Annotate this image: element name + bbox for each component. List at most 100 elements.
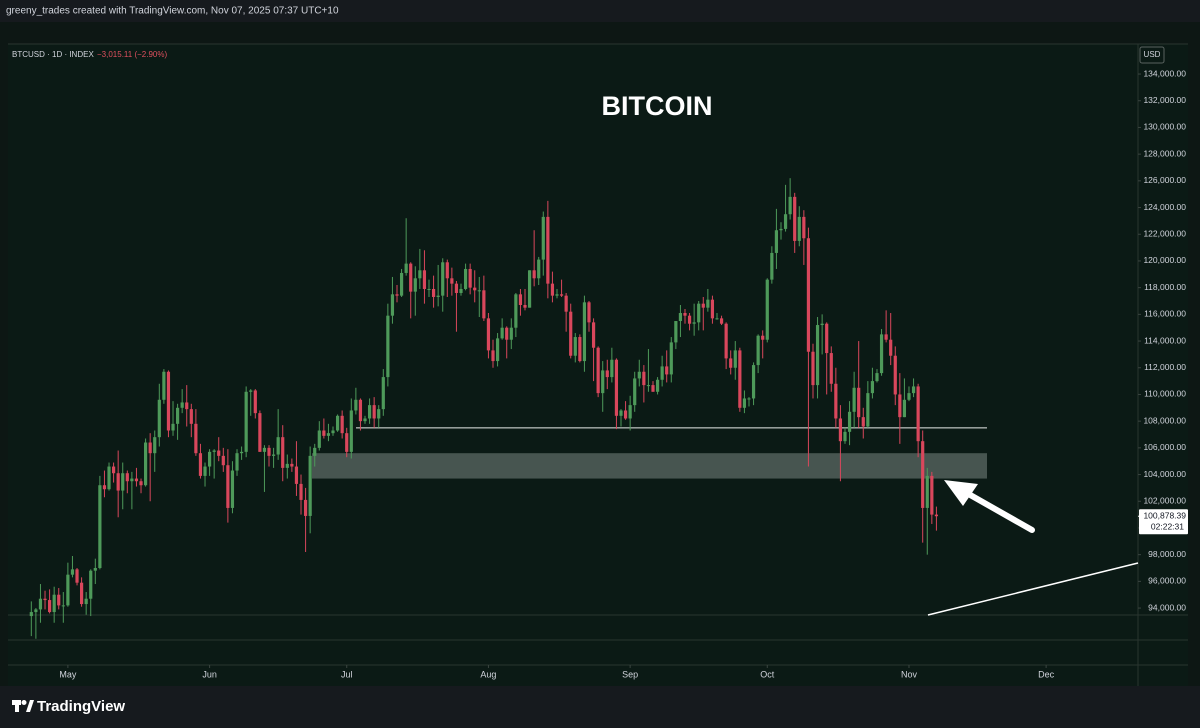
candle-body [61,605,65,607]
candle-body [628,405,632,419]
candle-body [84,598,88,605]
candle-body [166,371,171,431]
candle-body [619,410,623,416]
candle-body [518,294,523,306]
candle-body [733,350,737,368]
currency-box[interactable] [1139,46,1165,64]
candle-body [687,315,692,324]
candle-body [358,399,363,422]
candle-body [70,569,75,575]
candle-body [322,430,326,436]
x-tick-label: Sep [622,669,638,679]
candle-body [605,370,609,378]
candle-body [331,430,335,434]
x-tick-label: Jul [341,669,353,679]
candle-body [294,466,299,484]
y-tick-label: 126,000.00 [1143,175,1186,185]
candle-body [212,450,216,452]
candle-body [377,409,381,419]
candle-body [710,299,715,319]
candle-body [706,299,710,308]
plot [29,178,987,639]
candle-body [587,302,591,323]
y-tick-label: 106,000.00 [1143,442,1186,452]
candle-body [532,270,536,279]
candle-body [203,466,207,476]
candle-body [276,437,280,455]
candle-body [847,411,852,432]
candle-body [413,278,417,292]
candle-body [29,612,33,617]
candle-body [303,499,308,516]
candle-body [281,437,285,468]
candle-body [669,342,673,375]
symbol: BTCUSD · 1D · INDEX [12,50,94,59]
candle-body [102,485,107,490]
candle-body [381,377,385,410]
candle-body [89,570,93,599]
candle-body [116,473,120,491]
candle-body [564,295,568,312]
candle-body [893,355,897,395]
candle-body [930,475,934,515]
candle-body [779,228,783,231]
candle-body [459,288,463,293]
candle-body [38,598,43,610]
candle-body [441,262,445,296]
candle-body [75,569,79,583]
candle-body [262,447,267,452]
candle-body [422,270,427,289]
y-tick-label: 110,000.00 [1144,389,1186,399]
candle-body [843,431,847,442]
candle-body [445,262,449,279]
candle-body [290,463,294,467]
candle-body [450,278,454,284]
candle-body [646,385,651,387]
y-tick-label: 104,000.00 [1143,469,1186,479]
candle-body [761,335,765,340]
candle-body [610,359,614,378]
candle-body [285,463,289,468]
candle-body [573,337,577,356]
candle-body [386,315,390,378]
candle-body [226,465,230,508]
candle-body [559,294,564,296]
candle-body [409,263,413,292]
candle-body [505,327,509,340]
countdown: 02:22:31 [1151,521,1184,531]
y-tick-label: 98,000.00 [1148,549,1186,559]
candle-body [875,373,879,382]
candle-body [811,351,815,386]
candle-body [47,600,52,613]
candle-body [751,365,756,399]
candle-body [719,318,724,324]
candle-body [555,294,559,296]
currency[interactable]: USD [1144,50,1161,59]
logo-part [15,700,19,712]
x-tick-label: May [59,669,77,679]
brand-logo [12,700,34,712]
y-tick-label: 116,000.00 [1144,309,1186,319]
candle-body [550,283,555,296]
candle-body [678,313,683,322]
trend-line [927,562,1139,616]
y-tick-label: 96,000.00 [1148,576,1186,586]
x-tick-label: Jun [202,669,217,679]
y-tick-label: 120,000.00 [1143,255,1186,265]
candle-body [367,405,372,419]
candle-body [153,437,157,454]
candle-body [148,442,152,454]
candle-body [820,323,824,326]
candle-body [774,230,779,253]
candle-body [217,450,221,456]
candle-body [267,447,271,456]
candle-body [418,270,422,279]
candle-body [701,303,705,308]
candle-body [582,302,587,362]
candle-body [815,325,820,386]
logo-part [21,700,27,705]
candle-body [884,334,888,340]
candle-body [157,399,161,438]
candle-body [340,415,344,434]
